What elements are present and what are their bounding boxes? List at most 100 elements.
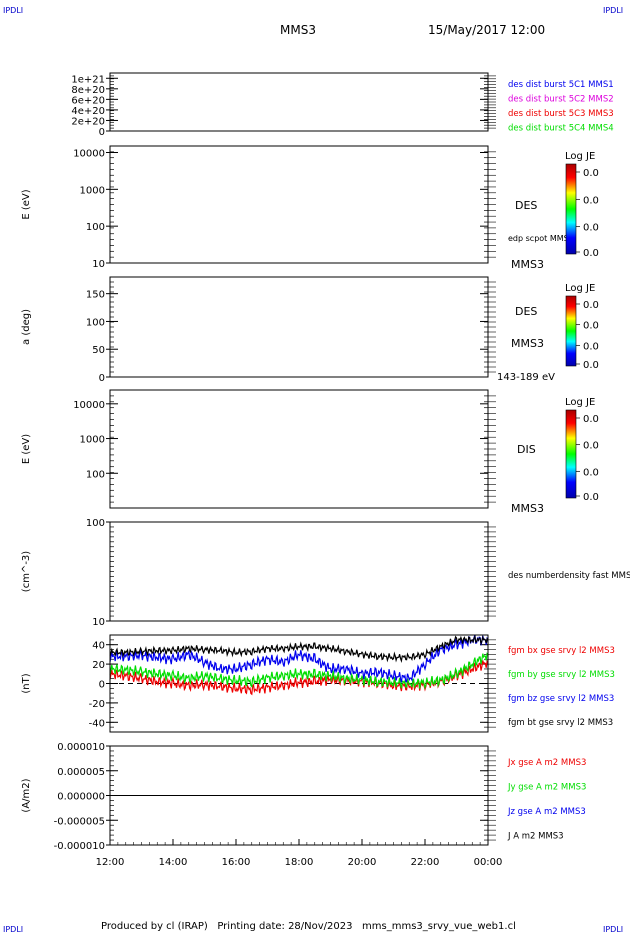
legend-entry: Jz gse A m2 MMS3 [507,807,586,817]
y-axis-label: (A/m2) [21,778,32,812]
y-tick-label: 6e+20 [71,95,105,106]
colorbar-gradient [565,163,577,255]
x-tick-label: 16:00 [222,857,251,868]
corner-label-top-right: IPDLI [603,6,623,15]
y-tick-label: 0 [99,127,105,138]
y-tick-label: 50 [92,345,105,356]
legend-entry: des dist burst 5C4 MMS4 [508,124,614,134]
y-tick-label: 1000 [80,435,105,446]
y-tick-label: 8e+20 [71,85,105,96]
colorbar-tick-label: 0.0 [583,300,599,311]
x-tick-label: 00:00 [474,857,503,868]
y-tick-label: 100 [86,469,105,480]
spacecraft-label: MMS3 [511,337,544,350]
colorbar-tick-label: 0.0 [583,248,599,259]
legend-entry: fgm by gse srvy l2 MMS3 [508,670,615,680]
colorbar-title: Log JE [565,283,595,294]
series-blue [109,634,489,683]
spacecraft-title: MMS3 [280,23,316,37]
legend-entry: des dist burst 5C1 MMS1 [508,80,614,90]
aux-label: edp scpot MMS3 [508,234,574,243]
y-tick-label: 10000 [73,400,105,411]
y-tick-label: 40 [92,641,105,652]
y-tick-label: 10 [92,259,105,270]
y-tick-label: 0 [99,680,105,691]
y-tick-label: -0.000005 [54,816,105,827]
y-tick-label: 0.000005 [57,767,105,778]
legend-entry: Jy gse A m2 MMS3 [507,783,586,793]
y-axis-label: a (deg) [21,309,32,345]
colorbar-tick-label: 0.0 [583,441,599,452]
y-axis-label: E (eV) [21,434,32,464]
panels: 1e+218e+206e+204e+202e+20010000100010010… [21,72,630,852]
panel-frame [109,634,489,733]
series-green [109,652,489,690]
panel-frame [109,389,489,509]
colorbar-tick-label: 0.0 [583,492,599,503]
colorbar-tick-label: 0.0 [583,223,599,234]
colorbar-tick-label: 0.0 [583,467,599,478]
corner-label-top-left: IPDLI [3,6,23,15]
instrument-label: DIS [517,443,536,456]
panel-2: 10000 1000 100 10 E (eV) [21,145,496,270]
panel-7: 0.000010 0.000005 0.000000 -0.000005 -0.0000… [21,742,496,852]
instrument-label: DES [515,305,537,318]
colorbar-tick-label: 0.0 [583,195,599,206]
y-tick-label: 0.000010 [57,742,105,753]
footer-text: Produced by cl (IRAP) Printing date: 28/… [101,921,516,932]
colorbar-tick-label: 0.0 [583,414,599,425]
y-tick-label: 10 [92,617,105,628]
x-tick-label: 18:00 [285,857,314,868]
panel-5: 100 10 (cm^-3) [21,518,496,628]
spacecraft-label: MMS3 [511,502,544,515]
legend-entry: fgm bx gse srvy l2 MMS3 [508,646,615,656]
panel-4: 10000 1000 100 E (eV) [21,389,496,509]
y-tick-label: 10000 [73,148,105,159]
y-tick-label: 0 [99,373,105,384]
y-tick-label: 1e+21 [71,74,105,85]
energy-range-label: 143-189 eV [497,372,555,383]
y-axis-label: E (eV) [21,189,32,219]
legend-entry: fgm bz gse srvy l2 MMS3 [508,694,614,704]
x-tick-label: 20:00 [348,857,377,868]
instrument-label: DES [515,199,537,212]
colorbar-gradient [565,295,577,367]
y-tick-label: -20 [89,699,105,710]
colorbar-3: Log JE 0.0 0.0 0.0 0.0 [565,397,599,503]
colorbar-title: Log JE [565,397,595,408]
y-tick-label: -0.000010 [54,841,105,852]
corner-label-bottom-right: IPDLI [603,925,623,934]
colorbar-tick-label: 0.0 [583,321,599,332]
y-tick-label: 0.000000 [57,792,105,803]
colorbar-2: Log JE 0.0 0.0 0.0 0.0 [565,283,599,371]
panel-frame [109,521,489,622]
corner-label-bottom-left: IPDLI [3,925,23,934]
series-black [109,634,489,664]
y-tick-label: 150 [86,290,105,301]
y-tick-label: 100 [86,518,105,529]
y-tick-label: 100 [86,222,105,233]
colorbar-title: Log JE [565,151,595,162]
y-tick-label: 4e+20 [71,106,105,117]
time-axis: 12:00 14:00 16:00 18:00 20:00 22:00 00:00 [96,839,503,868]
y-tick-label: -40 [89,718,105,729]
x-tick-label: 22:00 [411,857,440,868]
legend-entry: des dist burst 5C3 MMS3 [508,109,614,119]
panel-frame [109,276,489,378]
legend-entry: J A m2 MMS3 [507,832,564,842]
colorbar-tick-label: 0.0 [583,360,599,371]
spacecraft-label: MMS3 [511,258,544,271]
panel-frame [109,72,489,132]
panel-6: 40 20 0 -20 -40 (nT) [21,634,496,733]
legend-entry: des numberdensity fast MMS3 [508,571,630,581]
y-axis-label: (cm^-3) [21,551,32,592]
y-tick-label: 20 [92,660,105,671]
colorbar-tick-label: 0.0 [583,341,599,352]
colorbar-tick-label: 0.0 [583,168,599,179]
y-axis-label: (nT) [21,673,32,693]
y-tick-label: 100 [86,317,105,328]
y-tick-label: 2e+20 [71,116,105,127]
x-tick-label: 12:00 [96,857,125,868]
